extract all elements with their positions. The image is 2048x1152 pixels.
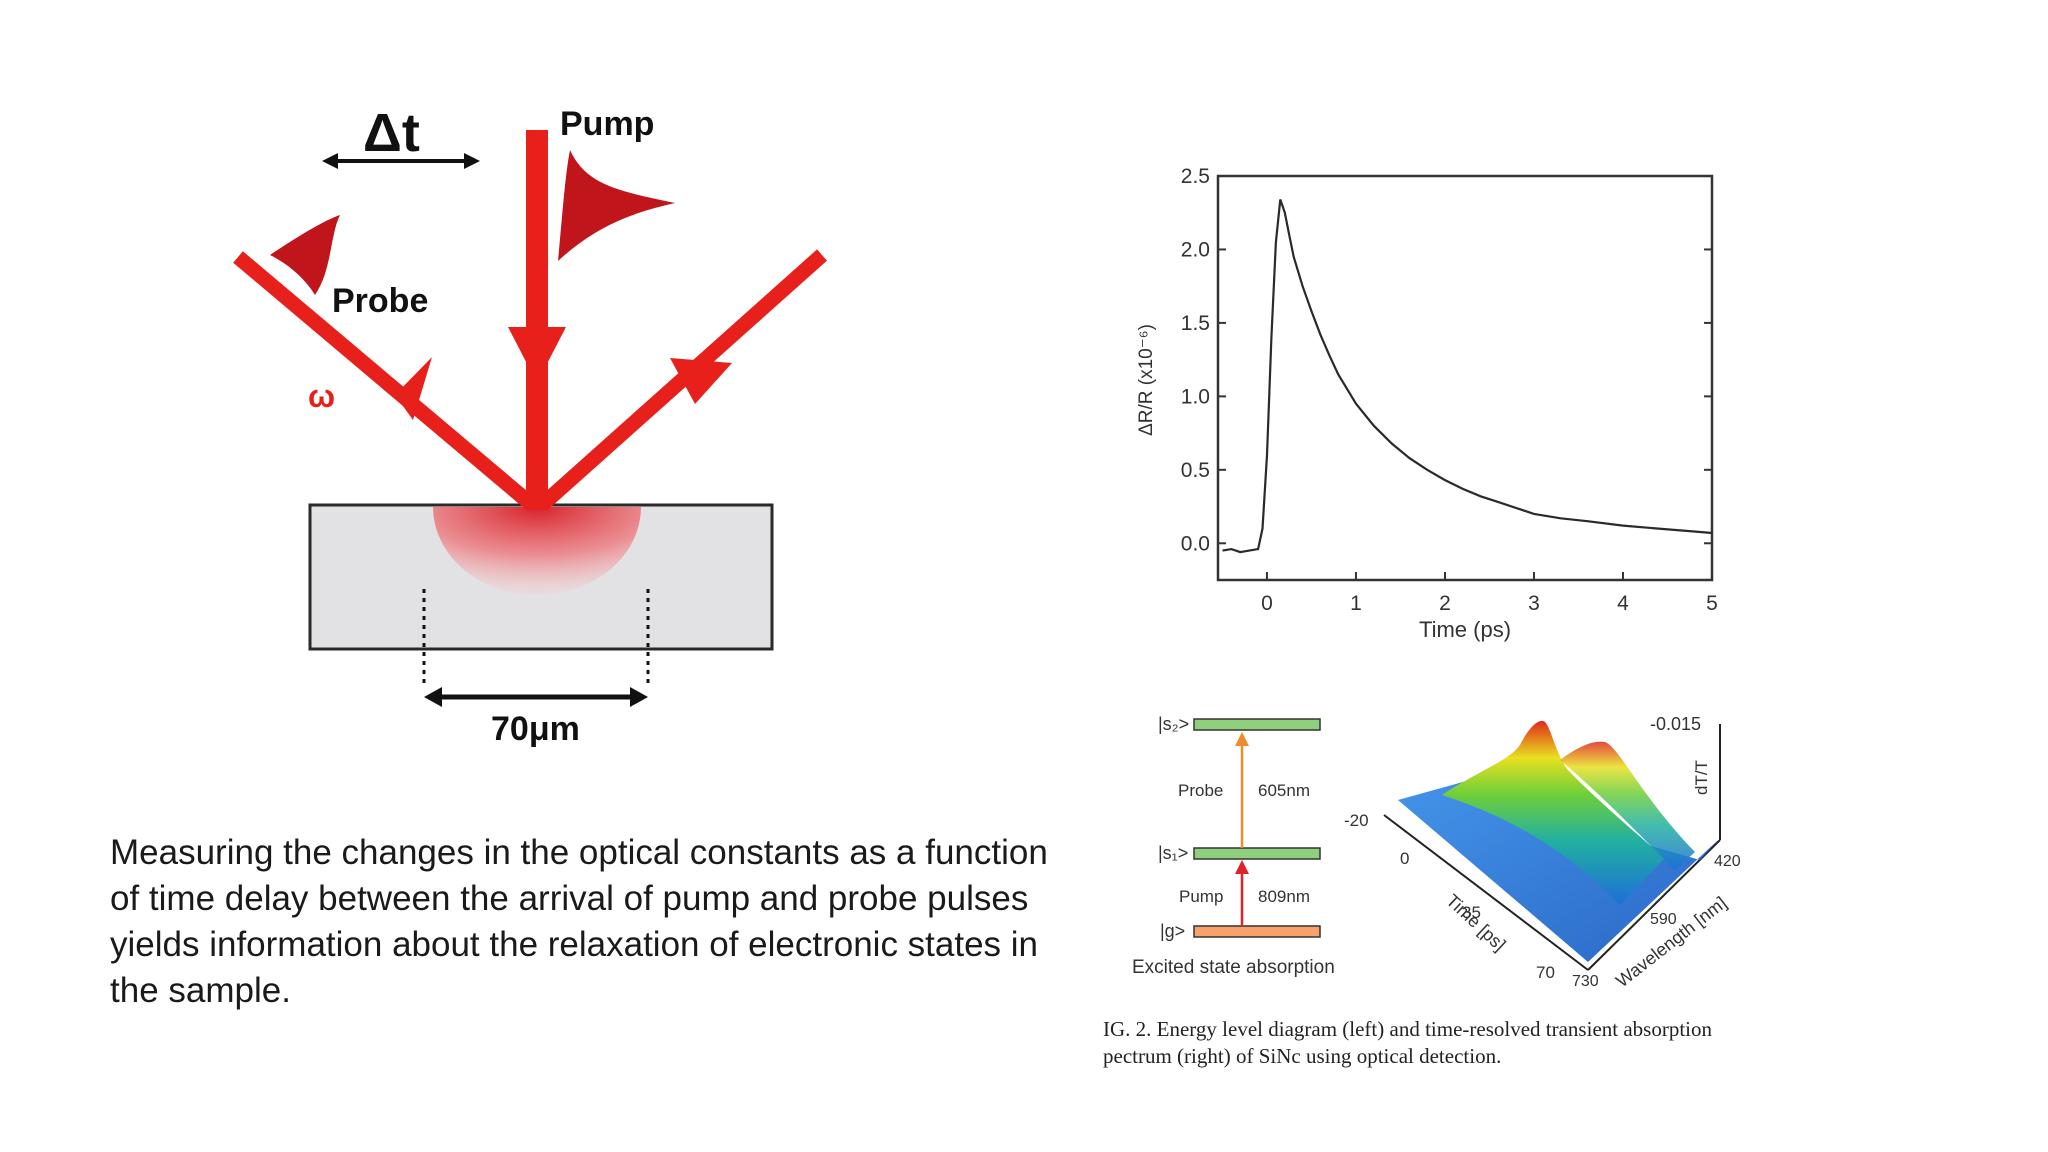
pump-label: Pump bbox=[560, 105, 654, 143]
probe-transition-arrow-icon bbox=[1235, 732, 1249, 746]
excitation-spot bbox=[433, 507, 641, 595]
wavelength-axis-line bbox=[1587, 839, 1721, 971]
decay-x-tick-label: 5 bbox=[1706, 592, 1718, 615]
surface-peak-band bbox=[1442, 720, 1665, 905]
g-label: |g> bbox=[1160, 921, 1185, 941]
decay-plot-ticks: 0 1 2 3 4 5 0.0 0.5 1.0 1.5 2.0 2.5 bbox=[1181, 165, 1718, 615]
dtt-value: -0.015 bbox=[1650, 714, 1701, 734]
decay-xlabel: Time (ps) bbox=[1419, 617, 1511, 642]
dtt-label: dT/T bbox=[1692, 760, 1711, 795]
delay-label: Δt bbox=[363, 103, 420, 163]
pump-wavelength: 809nm bbox=[1258, 887, 1310, 906]
transient-absorption-surface: -0.015 dT/T -20 0 35 70 Time [ps] 730 59… bbox=[1344, 714, 1741, 991]
ground-level bbox=[1193, 925, 1321, 938]
spot-size-dimension bbox=[422, 589, 650, 707]
time-axis-label: Time [ps] bbox=[1442, 890, 1509, 955]
time-tick: 35 bbox=[1462, 903, 1481, 922]
decay-x-tick-label: 1 bbox=[1350, 592, 1362, 615]
time-tick: -20 bbox=[1344, 811, 1369, 830]
probe-beam bbox=[233, 251, 537, 511]
pump-transition-arrow-icon bbox=[1235, 860, 1249, 874]
decay-y-tick-label: 1.0 bbox=[1181, 385, 1210, 408]
probe-wavelength: 605nm bbox=[1258, 781, 1310, 800]
decay-y-tick-label: 2.5 bbox=[1181, 165, 1210, 188]
pump-pulse-icon bbox=[558, 150, 675, 261]
time-tick: 70 bbox=[1536, 963, 1555, 982]
wavelength-tick: 730 bbox=[1572, 973, 1599, 990]
surface-base bbox=[1398, 780, 1718, 962]
pump-probe-diagram: Δt Pump Probe ω 70μm bbox=[233, 103, 827, 748]
decay-x-tick-label: 4 bbox=[1617, 592, 1629, 615]
wavelength-tick: 590 bbox=[1650, 911, 1677, 928]
s1-level bbox=[1193, 847, 1321, 860]
figure-caption: IG. 2. Energy level diagram (left) and t… bbox=[1103, 1016, 1823, 1068]
time-axis-line bbox=[1383, 814, 1589, 971]
decay-plot-frame bbox=[1216, 174, 1714, 582]
decay-plot: 0 1 2 3 4 5 0.0 0.5 1.0 1.5 2.0 2.5 Time (ps) ΔR/R … bbox=[1136, 165, 1718, 642]
description-text: Measuring the changes in the optical con… bbox=[110, 833, 1048, 1010]
decay-y-tick-label: 1.5 bbox=[1181, 312, 1210, 335]
decay-x-tick-label: 3 bbox=[1528, 592, 1540, 615]
omega-label: ω bbox=[308, 378, 335, 414]
probe-label: Probe bbox=[332, 282, 428, 320]
figure-caption-line: IG. 2. Energy level diagram (left) and t… bbox=[1103, 1017, 1712, 1041]
reflected-beam bbox=[537, 249, 827, 511]
decay-x-tick-label: 0 bbox=[1261, 592, 1273, 615]
probe-transition-label: Probe bbox=[1178, 781, 1223, 800]
delay-arrow bbox=[322, 153, 480, 169]
decay-ylabel: ΔR/R (x10⁻⁶) bbox=[1136, 324, 1157, 436]
surface-second-band bbox=[1560, 741, 1695, 870]
energy-level-diagram: |s₂> |s₁> |g> Probe 605nm Pump 809nm Exc… bbox=[1132, 714, 1335, 978]
probe-pulse-icon bbox=[270, 215, 340, 295]
s2-label: |s₂> bbox=[1158, 714, 1189, 734]
time-tick: 0 bbox=[1400, 849, 1409, 868]
decay-x-tick-label: 2 bbox=[1439, 592, 1451, 615]
spot-size-label: 70μm bbox=[491, 710, 580, 748]
decay-y-tick-label: 0.5 bbox=[1181, 459, 1210, 482]
energy-caption: Excited state absorption bbox=[1132, 957, 1335, 978]
decay-y-tick-label: 0.0 bbox=[1181, 532, 1210, 555]
wavelength-tick: 420 bbox=[1714, 853, 1741, 870]
pump-transition-label: Pump bbox=[1179, 887, 1223, 906]
pump-beam bbox=[508, 130, 566, 510]
s1-label: |s₁> bbox=[1158, 843, 1188, 863]
decay-series-line bbox=[1222, 199, 1713, 554]
figure-caption-line: pectrum (right) of SiNc using optical de… bbox=[1103, 1044, 1502, 1068]
decay-y-tick-label: 2.0 bbox=[1181, 238, 1210, 261]
s2-level bbox=[1193, 718, 1321, 731]
